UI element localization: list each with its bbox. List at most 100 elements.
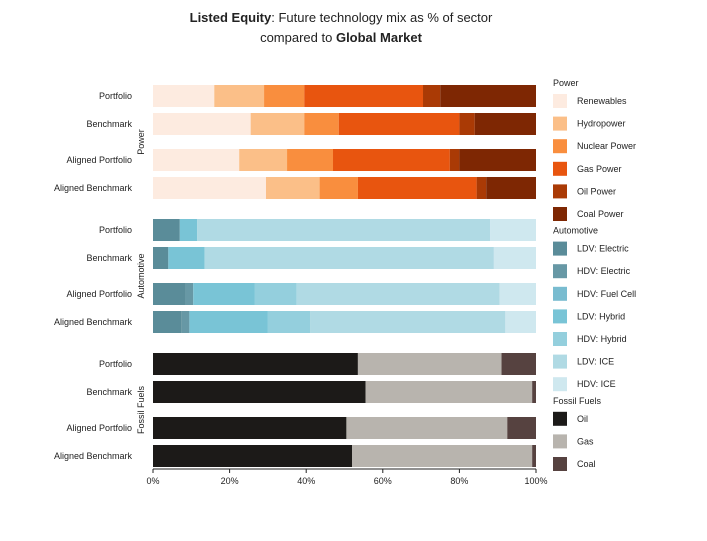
bar-label-fossil-fuels-aligned-portfolio: Aligned Portfolio	[66, 423, 132, 433]
bar-segment-power-aligned-portfolio-hydropower	[239, 149, 288, 171]
bar-segment-power-portfolio-coal-power	[440, 85, 536, 107]
title-bold-2: Global Market	[335, 30, 422, 45]
legend-swatch-hdv-hybrid	[553, 332, 567, 346]
bar-segment-power-aligned-benchmark-nuclear-power	[319, 177, 358, 199]
legend-swatch-oil	[553, 411, 567, 426]
bar-label-automotive-aligned-benchmark: Aligned Benchmark	[54, 317, 133, 327]
bar-segment-power-portfolio-hydropower	[214, 85, 265, 107]
bar-label-power-benchmark: Benchmark	[86, 119, 132, 129]
x-tick-label-2: 40%	[297, 476, 315, 486]
bar-segment-automotive-aligned-portfolio-ldv-electric	[153, 283, 186, 305]
bar-segment-automotive-aligned-portfolio-ldv-ice	[296, 283, 500, 305]
x-tick-label-4: 80%	[450, 476, 468, 486]
bar-label-power-aligned-portfolio: Aligned Portfolio	[66, 155, 132, 165]
bar-segment-power-portfolio-oil-power	[423, 85, 441, 107]
title-line-1: Listed Equity: Future technology mix as …	[0, 8, 682, 28]
bar-segment-power-aligned-benchmark-coal-power	[486, 177, 536, 199]
bar-segment-automotive-portfolio-ldv-ice	[197, 219, 491, 241]
bar-segment-automotive-portfolio-ldv-hybrid	[179, 219, 198, 241]
bar-segment-automotive-benchmark-ldv-ice	[204, 247, 494, 269]
bar-segment-fossil-fuels-benchmark-oil	[153, 381, 366, 403]
bar-segment-automotive-aligned-benchmark-ldv-ice	[310, 311, 506, 333]
bar-segment-power-aligned-portfolio-oil-power	[449, 149, 460, 171]
legend-label-coal: Coal	[577, 459, 596, 469]
bar-segment-power-portfolio-gas-power	[304, 85, 424, 107]
legend-label-nuclear-power: Nuclear Power	[577, 141, 636, 151]
bar-segment-fossil-fuels-portfolio-gas	[357, 353, 502, 375]
bar-segment-power-benchmark-hydropower	[250, 113, 305, 135]
legend-swatch-hdv-ice	[553, 377, 567, 392]
bar-segment-automotive-aligned-benchmark-hdv-hybrid	[267, 311, 311, 333]
legend-swatch-hdv-electric	[553, 264, 567, 279]
title-text-2: compared to	[260, 30, 336, 45]
legend-label-hydropower: Hydropower	[577, 119, 626, 129]
bar-segment-power-aligned-benchmark-oil-power	[476, 177, 487, 199]
bar-segment-power-portfolio-nuclear-power	[264, 85, 305, 107]
bar-segment-automotive-benchmark-ldv-hybrid	[168, 247, 205, 269]
bar-segment-fossil-fuels-aligned-portfolio-coal	[507, 417, 536, 439]
bar-segment-automotive-aligned-portfolio-hdv-electric	[185, 283, 194, 305]
group-label-automotive: Automotive	[136, 253, 146, 298]
bar-segment-power-aligned-portfolio-coal-power	[459, 149, 536, 171]
bar-label-power-aligned-benchmark: Aligned Benchmark	[54, 183, 133, 193]
bar-segment-fossil-fuels-benchmark-gas	[365, 381, 533, 403]
legend-label-hdv-fuel-cell: HDV: Fuel Cell	[577, 289, 636, 299]
legend-swatch-ldv-ice	[553, 354, 567, 369]
legend-swatch-hydropower	[553, 116, 567, 131]
bar-segment-fossil-fuels-portfolio-oil	[153, 353, 358, 375]
bar-segment-power-aligned-benchmark-hydropower	[265, 177, 320, 199]
legend-label-hdv-ice: HDV: ICE	[577, 379, 616, 389]
bar-segment-power-benchmark-gas-power	[338, 113, 460, 135]
bar-segment-power-aligned-portfolio-renewables	[153, 149, 240, 171]
legend-label-renewables: Renewables	[577, 96, 627, 106]
legend-swatch-gas-power	[553, 161, 567, 176]
bar-segment-fossil-fuels-aligned-benchmark-coal	[532, 445, 536, 467]
legend-swatch-coal-power	[553, 207, 567, 221]
bar-label-automotive-portfolio: Portfolio	[99, 225, 132, 235]
bar-segment-power-benchmark-oil-power	[459, 113, 475, 135]
legend-label-oil: Oil	[577, 414, 588, 424]
legend-swatch-coal	[553, 457, 567, 471]
legend-label-ldv-electric: LDV: Electric	[577, 244, 629, 254]
bar-segment-automotive-aligned-portfolio-ldv-hybrid	[193, 283, 255, 305]
legend-title-power: Power	[553, 78, 579, 88]
legend-label-hdv-electric: HDV: Electric	[577, 266, 631, 276]
group-label-fossil-fuels: Fossil Fuels	[136, 385, 146, 434]
legend-swatch-oil-power	[553, 184, 567, 199]
bar-segment-fossil-fuels-aligned-portfolio-oil	[153, 417, 347, 439]
bar-segment-power-benchmark-nuclear-power	[304, 113, 339, 135]
bar-segment-automotive-portfolio-hdv-ice	[490, 219, 536, 241]
bar-segment-fossil-fuels-aligned-benchmark-gas	[352, 445, 533, 467]
legend-label-oil-power: Oil Power	[577, 186, 616, 196]
bar-segment-fossil-fuels-aligned-benchmark-oil	[153, 445, 353, 467]
legend-label-ldv-hybrid: LDV: Hybrid	[577, 311, 625, 321]
legend-label-hdv-hybrid: HDV: Hybrid	[577, 334, 627, 344]
legend-swatch-nuclear-power	[553, 139, 567, 154]
bar-segment-power-portfolio-renewables	[153, 85, 215, 107]
x-tick-label-1: 20%	[221, 476, 239, 486]
x-tick-label-0: 0%	[146, 476, 159, 486]
bar-segment-automotive-aligned-benchmark-hdv-ice	[505, 311, 536, 333]
bar-segment-automotive-benchmark-ldv-electric	[153, 247, 169, 269]
bar-label-fossil-fuels-benchmark: Benchmark	[86, 387, 132, 397]
bar-segment-power-benchmark-coal-power	[474, 113, 536, 135]
legend-title-automotive: Automotive	[553, 226, 598, 236]
legend-swatch-gas	[553, 434, 567, 449]
legend-label-gas-power: Gas Power	[577, 164, 622, 174]
bar-segment-power-aligned-portfolio-nuclear-power	[287, 149, 334, 171]
legend-label-gas: Gas	[577, 436, 594, 446]
bar-label-power-portfolio: Portfolio	[99, 91, 132, 101]
bar-label-fossil-fuels-portfolio: Portfolio	[99, 359, 132, 369]
title-line-2: compared to Global Market	[0, 28, 682, 48]
bar-label-automotive-benchmark: Benchmark	[86, 253, 132, 263]
legend-swatch-ldv-electric	[553, 241, 567, 256]
bar-segment-automotive-aligned-benchmark-hdv-electric	[181, 311, 190, 333]
chart-title: Listed Equity: Future technology mix as …	[0, 8, 682, 48]
bar-segment-automotive-aligned-portfolio-hdv-hybrid	[254, 283, 297, 305]
bar-segment-automotive-aligned-portfolio-hdv-ice	[499, 283, 536, 305]
legend-swatch-hdv-fuel-cell	[553, 286, 567, 301]
legend-swatch-renewables	[553, 94, 567, 108]
legend-label-ldv-ice: LDV: ICE	[577, 357, 614, 367]
bar-segment-automotive-portfolio-ldv-electric	[153, 219, 180, 241]
bar-segment-automotive-aligned-benchmark-ldv-electric	[153, 311, 182, 333]
